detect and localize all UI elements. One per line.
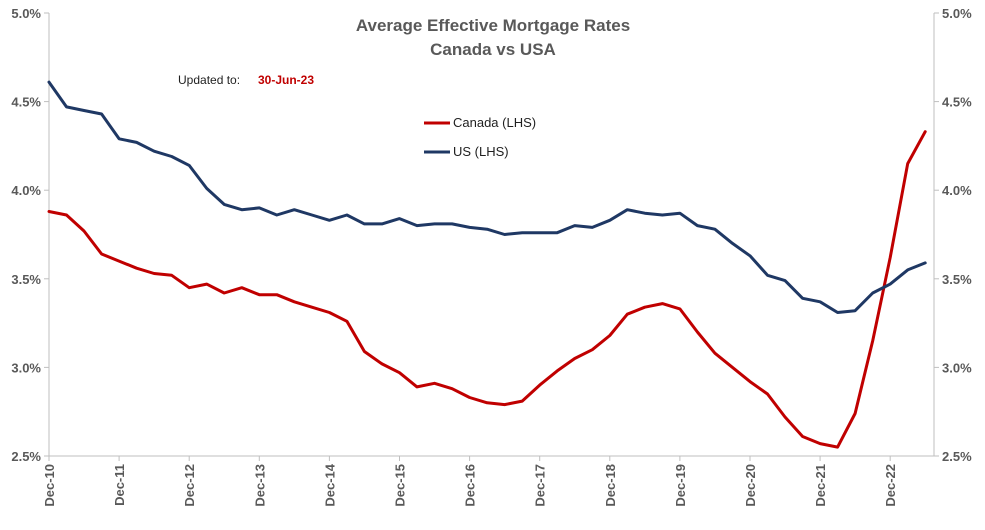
x-tick-label: Dec-15 xyxy=(392,464,407,507)
axes xyxy=(48,13,935,457)
x-tick-label: Dec-12 xyxy=(182,464,197,507)
x-tick-label: Dec-10 xyxy=(42,464,57,507)
left-y-axis-ticks: 2.5% 3.0% 3.5% 4.0% 4.5% 5.0% xyxy=(11,6,49,464)
right-y-tick-label: 4.5% xyxy=(942,95,972,110)
x-tick-label: Dec-17 xyxy=(533,464,548,507)
right-y-tick-label: 4.0% xyxy=(942,183,972,198)
x-axis-ticks: Dec-10 Dec-11 Dec-12 Dec-13 Dec-14 Dec-15 Dec-… xyxy=(42,456,898,507)
right-y-tick-label: 3.5% xyxy=(942,272,972,287)
updated-date: 30-Jun-23 xyxy=(258,73,314,87)
left-y-tick-label: 4.5% xyxy=(11,95,41,110)
right-y-tick-label: 3.0% xyxy=(942,360,972,375)
updated-label: Updated to: xyxy=(178,73,240,87)
series-line-us xyxy=(47,80,927,314)
left-y-tick-label: 3.0% xyxy=(11,360,41,375)
x-tick-label: Dec-16 xyxy=(463,464,478,507)
left-y-tick-label: 4.0% xyxy=(11,183,41,198)
right-y-tick-label: 2.5% xyxy=(942,449,972,464)
legend: Canada (LHS) US (LHS) xyxy=(424,115,536,159)
x-tick-label: Dec-18 xyxy=(603,464,618,507)
series-line-canada xyxy=(47,130,927,449)
series-lines xyxy=(47,80,927,449)
x-tick-label: Dec-19 xyxy=(673,464,688,507)
left-y-tick-label: 3.5% xyxy=(11,272,41,287)
chart-title: Average Effective Mortgage Rates xyxy=(356,16,630,35)
x-tick-label: Dec-21 xyxy=(813,464,828,507)
x-tick-label: Dec-11 xyxy=(112,464,127,506)
chart-subtitle: Canada vs USA xyxy=(430,40,556,59)
left-y-tick-label: 5.0% xyxy=(11,6,41,21)
x-tick-label: Dec-13 xyxy=(252,464,267,507)
legend-label-us: US (LHS) xyxy=(453,144,509,159)
x-tick-label: Dec-14 xyxy=(322,463,337,506)
left-y-tick-label: 2.5% xyxy=(11,449,41,464)
right-y-axis-ticks: 2.5% 3.0% 3.5% 4.0% 4.5% 5.0% xyxy=(934,6,972,464)
right-y-tick-label: 5.0% xyxy=(942,6,972,21)
x-tick-label: Dec-22 xyxy=(883,464,898,507)
legend-label-canada: Canada (LHS) xyxy=(453,115,536,130)
x-tick-label: Dec-20 xyxy=(743,464,758,507)
